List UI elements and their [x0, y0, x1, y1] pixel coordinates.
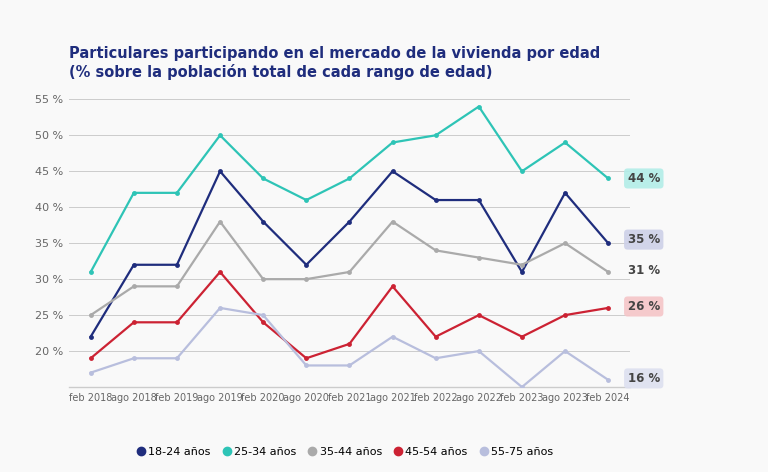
- Text: 26 %: 26 %: [627, 300, 660, 313]
- Text: 44 %: 44 %: [627, 172, 660, 185]
- Text: Particulares participando en el mercado de la vivienda por edad: Particulares participando en el mercado …: [69, 46, 601, 61]
- Legend: 18-24 años, 25-34 años, 35-44 años, 45-54 años, 55-75 años: 18-24 años, 25-34 años, 35-44 años, 45-5…: [134, 443, 558, 462]
- Text: (% sobre la población total de cada rango de edad): (% sobre la población total de cada rang…: [69, 64, 492, 80]
- Text: 35 %: 35 %: [627, 233, 660, 246]
- Text: 16 %: 16 %: [627, 372, 660, 385]
- Text: 31 %: 31 %: [627, 264, 660, 277]
